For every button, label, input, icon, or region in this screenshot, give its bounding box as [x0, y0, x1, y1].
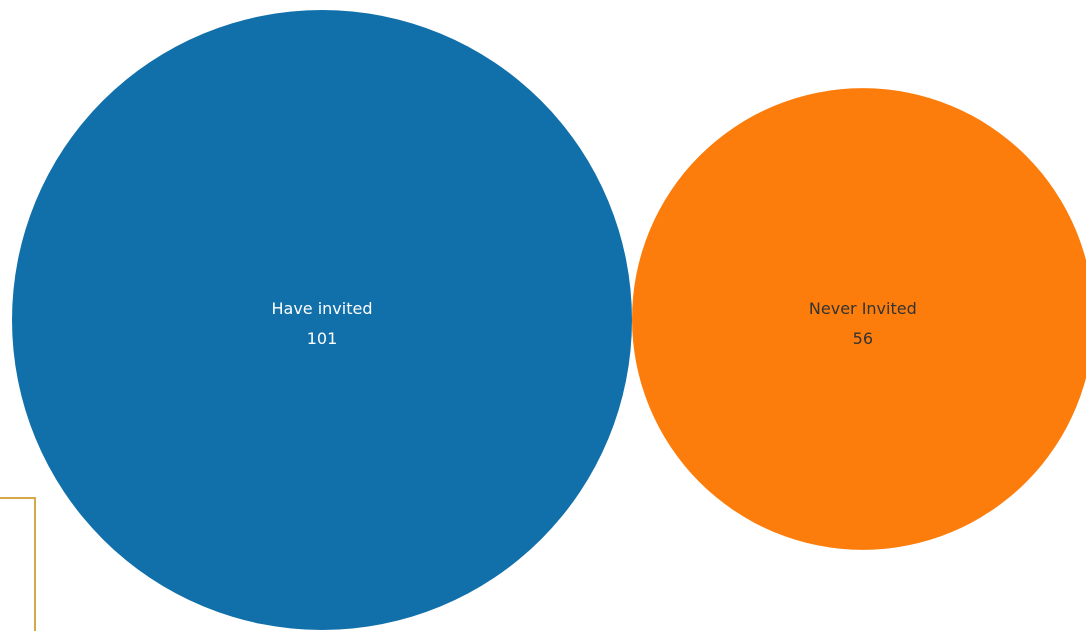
bubble-have-invited[interactable] [12, 10, 632, 630]
bubble-value-label-have-invited: 101 [307, 329, 338, 348]
bubbles-group [12, 10, 1086, 630]
selection-frame [0, 497, 36, 631]
labels-group: Have invited 101 Never Invited 56 [271, 299, 916, 348]
bubble-value-label-never-invited: 56 [853, 329, 873, 348]
bubble-category-label-have-invited: Have invited [271, 299, 372, 318]
bubble-category-label-never-invited: Never Invited [809, 299, 917, 318]
bubble-never-invited[interactable] [632, 88, 1086, 550]
